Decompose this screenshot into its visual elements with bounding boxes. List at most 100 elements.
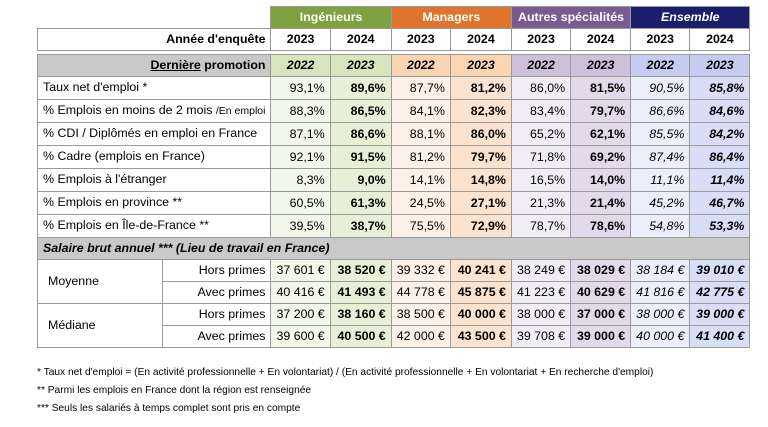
value-cell: 8,3% (270, 168, 331, 192)
value-cell: 85,8% (689, 76, 751, 100)
row-label: % Cadre (emplois en France) (36, 145, 272, 169)
row-label-text: % Emplois en moins de 2 mois (43, 103, 216, 117)
table-row: % Emplois à l'étranger 8,3% 9,0% 14,1% 1… (36, 168, 751, 192)
salary-sub-label: Avec primes (161, 281, 272, 304)
value-cell: 86,0% (449, 122, 512, 146)
promo-label-rest: promotion (200, 58, 266, 72)
value-cell: 38,7% (329, 214, 392, 238)
value-cell: 86,6% (630, 99, 691, 123)
salary-row: Moyenne Hors primes 37 601 € 38 520 € 39… (37, 259, 751, 304)
value-cell: 72,9% (449, 214, 512, 238)
value-cell: 69,2% (570, 145, 632, 169)
value-cell: 41 493 € (329, 281, 392, 304)
group-header-row: Ingénieurs Managers Autres spécialités E… (38, 6, 751, 29)
value-cell: 78,6% (570, 214, 632, 238)
salary-heading: Salaire brut annuel *** (Lieu de travail… (36, 237, 751, 260)
value-cell: 38 249 € (510, 259, 572, 282)
survey-year-label: Année d'enquête (36, 28, 272, 51)
promo-year-cell: 2023 (570, 54, 632, 77)
promo-year-cell: 2022 (510, 54, 572, 77)
value-cell: 79,7% (570, 99, 632, 123)
value-cell: 39,5% (270, 214, 331, 238)
value-cell: 27,1% (449, 191, 512, 215)
row-label-text: % Emplois à l'étranger (43, 172, 167, 186)
value-cell: 38 184 € (630, 259, 691, 282)
salary-sub-label: Hors primes (161, 259, 272, 282)
value-cell: 39 010 € (689, 259, 751, 282)
year-cell: 2023 (510, 28, 572, 51)
value-cell: 81,5% (570, 76, 632, 100)
value-cell: 93,1% (270, 76, 331, 100)
value-cell: 21,4% (570, 191, 632, 215)
row-label: Taux net d'emploi * (36, 76, 272, 100)
value-cell: 38 520 € (329, 259, 392, 282)
value-cell: 38 500 € (390, 303, 451, 326)
group-autres-specialites: Autres spécialités (510, 6, 632, 29)
value-cell: 40 416 € (270, 281, 331, 304)
row-label-text: % Cadre (emplois en France) (43, 149, 205, 163)
value-cell: 45,2% (630, 191, 691, 215)
value-cell: 87,1% (270, 122, 331, 146)
value-cell: 87,4% (630, 145, 691, 169)
group-ensemble: Ensemble (630, 6, 751, 29)
value-cell: 24,5% (390, 191, 451, 215)
value-cell: 46,7% (689, 191, 751, 215)
row-label: % Emplois en province ** (36, 191, 272, 215)
salary-sub-label: Hors primes (161, 303, 272, 326)
value-cell: 40 000 € (449, 303, 512, 326)
year-cell: 2024 (329, 28, 392, 51)
value-cell: 41 223 € (510, 281, 572, 304)
value-cell: 40 000 € (630, 325, 691, 348)
value-cell: 86,4% (689, 145, 751, 169)
value-cell: 92,1% (270, 145, 331, 169)
promo-row: Dernière promotion 2022 2023 2022 2023 2… (36, 54, 751, 77)
row-label: % CDI / Diplômés en emploi en France (36, 122, 272, 146)
row-label: % Emplois en Île-de-France ** (36, 214, 272, 238)
promo-label-underlined: Dernière (150, 58, 201, 72)
value-cell: 41 816 € (630, 281, 691, 304)
header-corner (38, 7, 271, 29)
value-cell: 88,3% (270, 99, 331, 123)
value-cell: 42 775 € (689, 281, 751, 304)
value-cell: 91,5% (329, 145, 392, 169)
value-cell: 39 332 € (390, 259, 451, 282)
value-cell: 38 029 € (570, 259, 632, 282)
value-cell: 9,0% (329, 168, 392, 192)
value-cell: 81,2% (449, 76, 512, 100)
value-cell: 71,8% (510, 145, 572, 169)
year-cell: 2023 (630, 28, 691, 51)
table-row: % Emplois en province ** 60,5% 61,3% 24,… (36, 191, 751, 215)
employment-results-table: Ingénieurs Managers Autres spécialités E… (36, 6, 751, 348)
value-cell: 53,3% (689, 214, 751, 238)
value-cell: 90,5% (630, 76, 691, 100)
survey-year-row: Année d'enquête 2023 2024 2023 2024 2023… (36, 28, 751, 51)
value-cell: 42 000 € (390, 325, 451, 348)
value-cell: 11,1% (630, 168, 691, 192)
value-cell: 60,5% (270, 191, 331, 215)
salary-sub-label: Avec primes (161, 325, 272, 348)
row-label: % Emplois à l'étranger (36, 168, 272, 192)
value-cell: 16,5% (510, 168, 572, 192)
value-cell: 84,2% (689, 122, 751, 146)
value-cell: 83,4% (510, 99, 572, 123)
salary-heading-row: Salaire brut annuel *** (Lieu de travail… (36, 237, 751, 260)
year-cell: 2023 (270, 28, 331, 51)
row-label-text: % CDI / Diplômés en emploi en France (43, 126, 258, 140)
value-cell: 37 601 € (270, 259, 331, 282)
value-cell: 45 875 € (449, 281, 512, 304)
value-cell: 39 600 € (270, 325, 331, 348)
row-label-text: % Emplois en Île-de-France ** (43, 218, 209, 232)
salary-stat-label: Moyenne (37, 259, 163, 304)
promo-year-cell: 2022 (390, 54, 451, 77)
value-cell: 75,5% (390, 214, 451, 238)
value-cell: 39 000 € (570, 325, 632, 348)
value-cell: 14,0% (570, 168, 632, 192)
value-cell: 37 200 € (270, 303, 331, 326)
table-row: Taux net d'emploi * 93,1% 89,6% 87,7% 81… (36, 76, 751, 100)
value-cell: 39 708 € (510, 325, 572, 348)
value-cell: 14,1% (390, 168, 451, 192)
value-cell: 14,8% (449, 168, 512, 192)
year-cell: 2024 (689, 28, 751, 51)
table-row: % Emplois en moins de 2 mois /En emploi … (36, 99, 751, 123)
value-cell: 86,6% (329, 122, 392, 146)
